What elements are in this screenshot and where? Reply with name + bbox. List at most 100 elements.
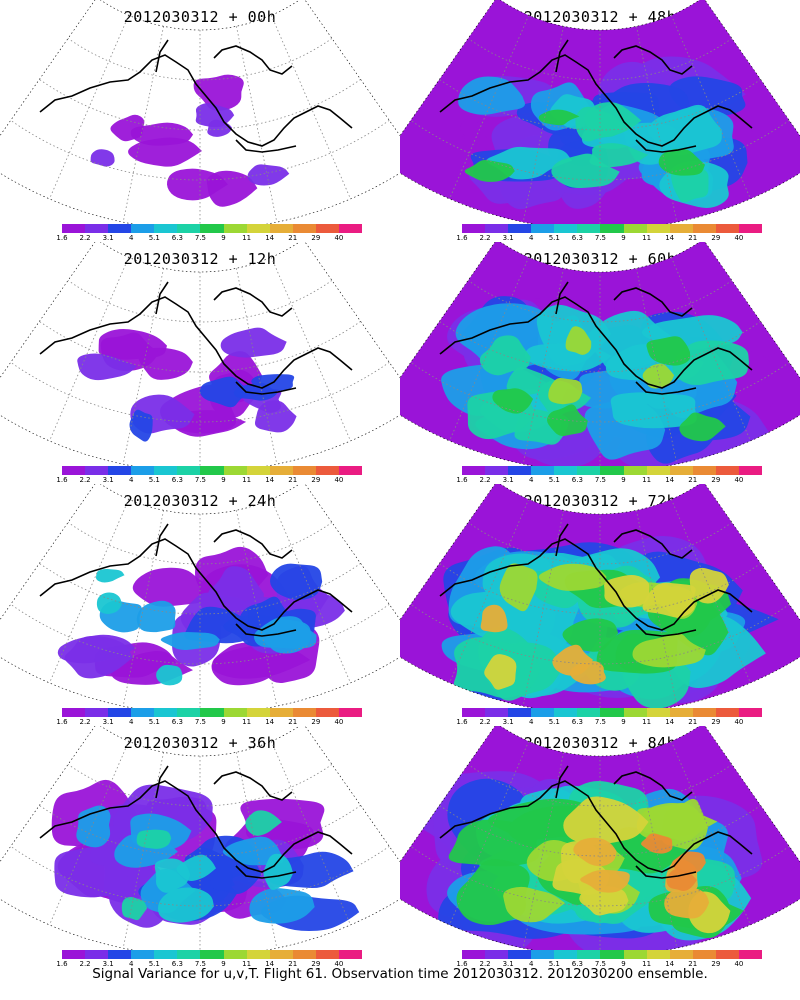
colorbar-swatch xyxy=(669,224,693,233)
colorbar-swatch xyxy=(600,466,624,475)
colorbar-swatch xyxy=(646,224,670,233)
colorbar-tick-label: 11 xyxy=(642,476,652,484)
colorbar-tick-label: 1.6 xyxy=(456,718,468,726)
map-panel: 2012030312 + 72h 1.6 2.2 3.1 4 5.1 6.3 7.5 9 11 14… xyxy=(400,484,800,726)
variance-contour xyxy=(562,618,619,652)
colorbar-tick-label: 5.1 xyxy=(548,960,560,968)
variance-contour xyxy=(64,635,133,679)
variance-contour xyxy=(589,143,649,168)
panel-title: 2012030312 + 00h xyxy=(123,8,277,26)
variance-field xyxy=(400,726,800,950)
colorbar-tick-label: 40 xyxy=(334,960,344,968)
colorbar-tick-label: 29 xyxy=(711,718,721,726)
colorbar-tick-label: 9 xyxy=(221,960,226,968)
signal-variance-map xyxy=(400,0,800,224)
colorbar-swatch xyxy=(554,466,578,475)
variance-contour xyxy=(569,661,606,685)
colorbar-swatch xyxy=(646,708,670,717)
colorbar-swatch xyxy=(646,466,670,475)
map-boundary xyxy=(0,0,400,224)
colorbar-tick-label: 3.1 xyxy=(502,960,514,968)
colorbar-tick-label: 3.1 xyxy=(502,476,514,484)
colorbar-tick-label: 7.5 xyxy=(594,234,607,242)
colorbar-tick-label: 4 xyxy=(528,234,534,242)
colorbar-swatch xyxy=(669,466,693,475)
colorbar-tick-label: 1.6 xyxy=(456,960,468,968)
colorbar-tick-label: 4 xyxy=(128,718,134,726)
colorbar-tick-label: 5.1 xyxy=(548,476,560,484)
variance-contour xyxy=(503,886,565,923)
colorbar-swatch xyxy=(669,708,693,717)
colorbar-swatch xyxy=(177,466,201,475)
panel-title: 2012030312 + 84h xyxy=(523,734,677,752)
colorbar-tick-label: 2.2 xyxy=(479,476,491,484)
colorbar-tick-label: 3.1 xyxy=(502,234,514,242)
variance-contour xyxy=(658,148,705,176)
map-boundary xyxy=(400,726,800,950)
colorbar-tick-label: 4 xyxy=(528,960,534,968)
colorbar-tick-label: 2.2 xyxy=(479,718,491,726)
colorbar-swatch xyxy=(462,950,486,959)
variance-field xyxy=(90,74,290,207)
colorbar-swatch xyxy=(269,466,293,475)
colorbar-tick-label: 4 xyxy=(528,476,534,484)
colorbar-swatch xyxy=(531,708,555,717)
variance-contour xyxy=(584,102,642,138)
colorbar-swatch xyxy=(223,466,247,475)
signal-variance-map xyxy=(400,484,800,708)
colorbar-swatch xyxy=(577,224,601,233)
variance-contour xyxy=(551,153,620,189)
colorbar-tick-label: 5.1 xyxy=(148,960,160,968)
map-boundary xyxy=(0,726,400,950)
colorbar-swatch xyxy=(600,708,624,717)
colorbar-tick-label: 1.6 xyxy=(456,476,468,484)
variance-contour xyxy=(548,377,583,405)
colorbar-tick-label: 4 xyxy=(128,234,134,242)
colorbar-tick-label: 2.2 xyxy=(479,960,491,968)
map-panel: 2012030312 + 36h 1.6 2.2 3.1 4 5.1 6.3 7.5 9 11 14… xyxy=(0,726,400,968)
colorbar-tick-label: 9 xyxy=(621,234,626,242)
colorbar-tick-label: 3.1 xyxy=(502,718,514,726)
colorbar-tick-label: 40 xyxy=(734,960,744,968)
variance-contour xyxy=(247,164,290,186)
map-panel: 2012030312 + 84h 1.6 2.2 3.1 4 5.1 6.3 7.5 9 11 14… xyxy=(400,726,800,968)
colorbar-swatch xyxy=(246,224,270,233)
colorbar-swatch xyxy=(554,950,578,959)
variance-contour xyxy=(220,327,287,358)
map-boundary xyxy=(400,0,800,224)
colorbar-tick-label: 11 xyxy=(242,718,252,726)
colorbar-swatch xyxy=(223,708,247,717)
variance-contour xyxy=(646,336,691,366)
colorbar-tick-label: 11 xyxy=(242,960,252,968)
variance-contour xyxy=(538,109,580,126)
variance-contour xyxy=(604,575,650,608)
variance-field xyxy=(77,327,297,442)
signal-variance-map xyxy=(0,242,400,466)
variance-contour xyxy=(479,335,531,376)
coastline xyxy=(439,765,753,879)
colorbar-swatch xyxy=(154,950,178,959)
variance-contour xyxy=(132,567,214,607)
variance-contour xyxy=(484,654,517,690)
colorbar-swatch xyxy=(623,224,647,233)
colorbar-swatch xyxy=(315,708,339,717)
colorbar-swatch xyxy=(292,224,316,233)
colorbar-swatch xyxy=(62,708,86,717)
colorbar-swatch xyxy=(85,224,109,233)
colorbar: 1.6 2.2 3.1 4 5.1 6.3 7.5 9 11 14 21 29 40 xyxy=(456,224,763,244)
variance-contour xyxy=(222,836,284,866)
colorbar-swatch xyxy=(715,224,739,233)
colorbar-tick-label: 7.5 xyxy=(594,718,607,726)
colorbar-tick-label: 5.1 xyxy=(148,234,160,242)
colorbar-tick-label: 14 xyxy=(265,960,275,968)
colorbar: 1.6 2.2 3.1 4 5.1 6.3 7.5 9 11 14 21 29 40 xyxy=(456,466,763,486)
colorbar-tick-label: 5.1 xyxy=(148,718,160,726)
variance-contour xyxy=(499,563,538,612)
panel-title: 2012030312 + 60h xyxy=(523,250,677,268)
colorbar-tick-label: 40 xyxy=(334,476,344,484)
colorbar-swatch xyxy=(223,224,247,233)
signal-variance-map xyxy=(0,484,400,708)
variance-contour xyxy=(642,363,675,389)
colorbar-tick-label: 2.2 xyxy=(79,960,91,968)
variance-contour xyxy=(245,810,282,836)
